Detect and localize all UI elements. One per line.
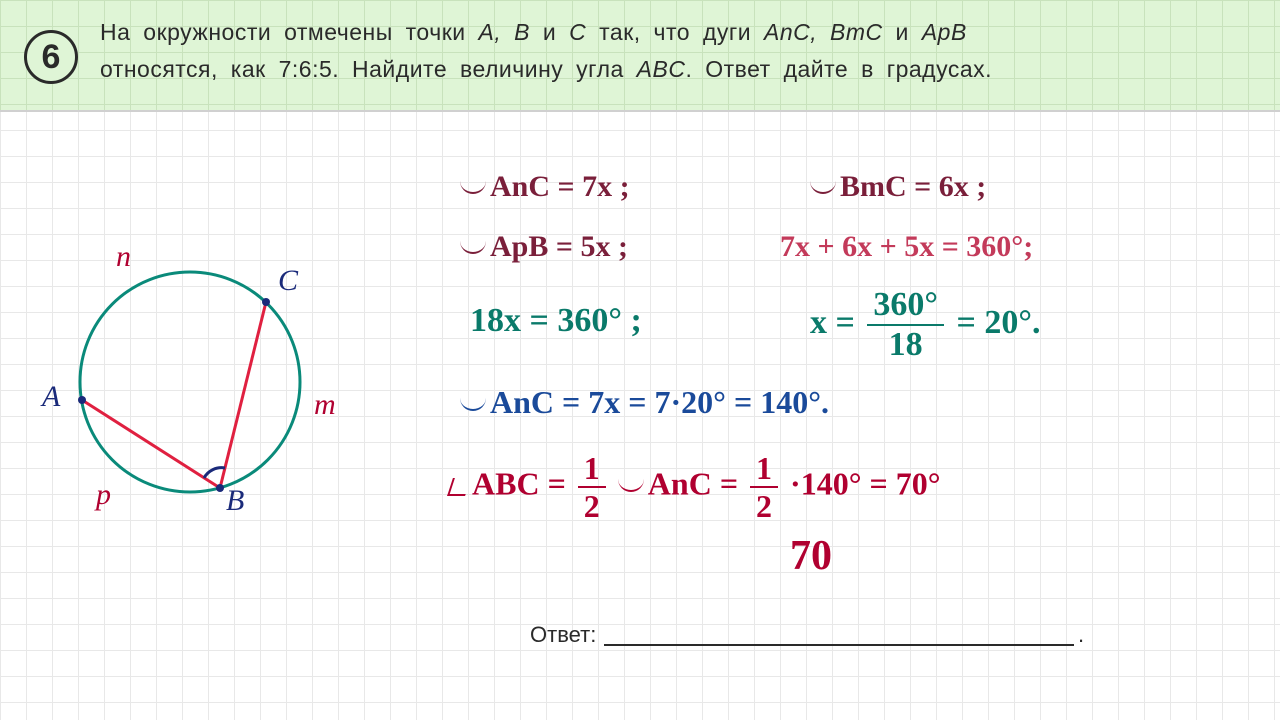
- sol-line1b: BmC = 6x ;: [810, 170, 986, 204]
- arc-icon: [460, 240, 486, 254]
- t1b: A, B: [479, 19, 530, 45]
- l1a: AnC = 7x ;: [490, 170, 630, 203]
- line-BC: [220, 302, 266, 488]
- problem-number: 6: [42, 38, 61, 77]
- d1: 2: [578, 488, 606, 522]
- den: 18: [883, 326, 929, 362]
- t2c: . Ответ дайте в градусах.: [685, 56, 992, 82]
- num: 360°: [867, 288, 944, 326]
- label-p: p: [96, 478, 111, 512]
- t1g: и: [883, 19, 922, 45]
- l5mid: AnC =: [648, 465, 738, 501]
- l3bpre: x =: [810, 304, 855, 341]
- frac-half-2: 1 2: [750, 452, 778, 522]
- l4: AnC = 7x = 7·20° = 140°.: [490, 384, 829, 420]
- n2: 1: [750, 452, 778, 488]
- problem-header: 6 На окружности отмечены точки A, B и C …: [0, 0, 1280, 112]
- angle-icon: [447, 478, 471, 496]
- l2a: ApB = 5x ;: [490, 230, 628, 263]
- frac-half-1: 1 2: [578, 452, 606, 522]
- work-area: A B C n m p AnC = 7x ; BmC = 6x ; ApB = …: [0, 112, 1280, 720]
- sol-line4: AnC = 7x = 7·20° = 140°.: [460, 384, 829, 421]
- sol-line1a: AnC = 7x ;: [460, 170, 630, 204]
- t2b: ABC: [637, 56, 686, 82]
- t1c: и: [530, 19, 569, 45]
- t1f: AnC, BmC: [764, 19, 883, 45]
- t1d: C: [569, 19, 586, 45]
- big70: 70: [790, 533, 832, 579]
- arc-icon: [810, 180, 836, 194]
- problem-text: На окружности отмечены точки A, B и C та…: [100, 14, 1252, 88]
- l2b: 7x + 6x + 5x = 360°;: [780, 230, 1033, 263]
- l1b: BmC = 6x ;: [840, 170, 986, 203]
- label-n: n: [116, 240, 131, 274]
- sol-line3a: 18x = 360° ;: [470, 302, 642, 340]
- sol-line2b: 7x + 6x + 5x = 360°;: [780, 230, 1033, 264]
- arc-icon: [460, 397, 486, 411]
- label-m: m: [314, 388, 336, 422]
- t1a: На окружности отмечены точки: [100, 19, 479, 45]
- t1h: ApB: [922, 19, 967, 45]
- label-C: C: [278, 264, 298, 298]
- label-B: B: [226, 484, 244, 518]
- problem-number-badge: 6: [24, 30, 78, 84]
- l5post: ·140° = 70°: [790, 465, 941, 501]
- l3bpost: = 20°.: [956, 304, 1040, 341]
- l5pre: ABC =: [472, 465, 566, 501]
- t1e: так, что дуги: [586, 19, 764, 45]
- arc-icon: [618, 478, 644, 492]
- diagram-svg: [30, 222, 350, 542]
- line-BA: [82, 400, 220, 488]
- answer-label: Ответ:: [530, 622, 596, 648]
- arc-icon: [460, 180, 486, 194]
- sol-line5: ABC = 1 2 AnC = 1 2 ·140° = 70°: [450, 452, 941, 522]
- n1: 1: [578, 452, 606, 488]
- dot-B: [216, 484, 224, 492]
- sol-line2a: ApB = 5x ;: [460, 230, 628, 264]
- l3a: 18x = 360° ;: [470, 302, 642, 339]
- d2: 2: [750, 488, 778, 522]
- frac-360-18: 360° 18: [867, 288, 944, 362]
- t2a: относятся, как 7:6:5. Найдите величину у…: [100, 56, 637, 82]
- dot-C: [262, 298, 270, 306]
- label-A: A: [42, 380, 60, 414]
- big-answer: 70: [790, 532, 832, 580]
- answer-dot: .: [1078, 622, 1084, 648]
- geometry-diagram: A B C n m p: [30, 222, 350, 542]
- dot-A: [78, 396, 86, 404]
- answer-underline: [604, 644, 1074, 646]
- sol-line3b: x = 360° 18 = 20°.: [810, 288, 1040, 362]
